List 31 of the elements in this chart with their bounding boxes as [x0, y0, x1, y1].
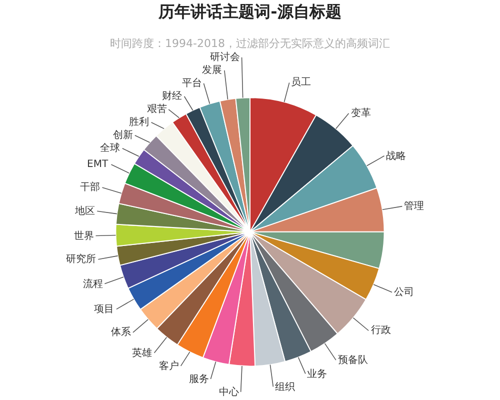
slice-label: 地区: [74, 205, 95, 217]
slice-label: 中心: [219, 386, 239, 398]
slice-label: 研讨会: [210, 51, 240, 63]
slice-label: 胜利: [129, 116, 149, 128]
slice-label: 艰苦: [147, 103, 167, 115]
slice-label: 平台: [182, 77, 202, 89]
slice-label: 服务: [189, 373, 209, 385]
slice-label: 研究所: [66, 253, 96, 265]
chart-title: 历年讲话主题词-源自标题: [158, 2, 342, 22]
slice-label: 全球: [100, 142, 120, 154]
slice-label: 发展: [202, 65, 222, 76]
slice-label: 公司: [394, 286, 414, 298]
slice-label: 组织: [275, 381, 295, 393]
slice-label: 项目: [94, 304, 114, 315]
slice-label: EMT: [87, 159, 109, 170]
slice-label: 干部: [80, 181, 100, 193]
slice-label: 业务: [307, 368, 327, 380]
slice-label: 创新: [113, 129, 133, 141]
slice-label: 战略: [386, 150, 406, 162]
slice-label: 变革: [351, 107, 371, 119]
chart-subtitle: 时间跨度：1994-2018，过滤部分无实际意义的高频词汇: [110, 37, 390, 50]
slice-label: 财经: [162, 90, 182, 102]
slice-label: 客户: [159, 360, 179, 372]
slice-label: 世界: [74, 230, 94, 242]
slice-label: 员工: [291, 77, 311, 88]
slice-label: 管理: [404, 201, 424, 212]
slice-label: 体系: [111, 326, 131, 338]
slice-label: 预备队: [338, 354, 368, 366]
slice-label: 行政: [371, 325, 391, 336]
slice-label: 流程: [83, 278, 103, 290]
slice-label: 英雄: [132, 347, 152, 359]
